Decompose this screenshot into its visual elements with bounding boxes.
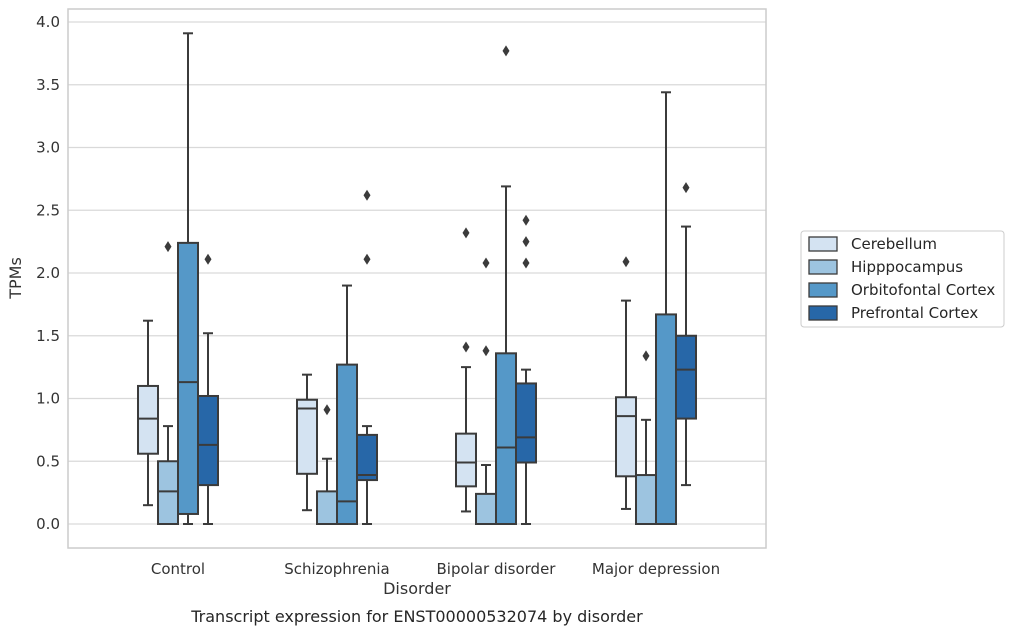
legend-swatch	[808, 236, 838, 252]
y-tick-label: 3.0	[36, 139, 60, 157]
legend: Cerebellum Hipppocampus Orbitofontal Corte…	[800, 230, 1005, 328]
y-tick-label: 4.0	[36, 13, 60, 31]
y-tick-label: 0.5	[36, 452, 60, 470]
box-prefrontal-cortex	[356, 189, 378, 525]
y-tick-label: 2.5	[36, 201, 60, 219]
box-prefrontal-cortex	[197, 253, 219, 525]
legend-swatch	[808, 259, 838, 275]
iqr-box	[137, 384, 159, 455]
box-orbitofontal-cortex	[495, 45, 517, 525]
y-axis-label: TPMs	[6, 257, 25, 300]
figure-caption: Transcript expression for ENST0000053207…	[190, 607, 643, 626]
box-orbitofontal-cortex	[177, 32, 199, 525]
iqr-box	[296, 398, 318, 475]
iqr-box	[655, 313, 677, 526]
iqr-box	[635, 474, 657, 525]
iqr-box	[495, 352, 517, 525]
box-hipppocampus	[157, 241, 179, 525]
legend-label: Cerebellum	[851, 235, 937, 253]
iqr-box	[515, 382, 537, 464]
outlier-point	[682, 182, 690, 194]
outlier-point	[522, 214, 530, 226]
outlier-point	[363, 189, 371, 201]
legend-label: Hipppocampus	[851, 258, 963, 276]
legend-swatch	[808, 282, 838, 298]
iqr-box	[455, 432, 477, 488]
box-cerebellum	[137, 319, 159, 507]
x-tick-label: Control	[151, 560, 205, 578]
y-tick-label: 1.5	[36, 327, 60, 345]
outlier-point	[164, 241, 172, 253]
x-tick-label: Major depression	[592, 560, 720, 578]
outlier-point	[462, 341, 470, 353]
outlier-point	[363, 253, 371, 265]
box-hipppocampus	[316, 404, 338, 525]
iqr-box	[475, 492, 497, 526]
box-orbitofontal-cortex	[655, 91, 677, 526]
legend-frame	[800, 230, 1005, 328]
x-tick-label: Bipolar disorder	[437, 560, 557, 578]
boxes	[137, 32, 697, 526]
box-orbitofontal-cortex	[336, 284, 358, 525]
box-cerebellum	[296, 373, 318, 512]
box-cerebellum	[455, 227, 477, 513]
iqr-box	[615, 396, 637, 478]
outlier-point	[642, 350, 650, 362]
outlier-point	[502, 45, 510, 57]
outlier-point	[482, 345, 490, 357]
x-axis-label: Disorder	[383, 579, 451, 598]
y-tick-label: 3.5	[36, 76, 60, 94]
box-hipppocampus	[475, 257, 497, 526]
outlier-point	[482, 257, 490, 269]
x-tick-label: Schizophrenia	[284, 560, 389, 578]
iqr-box	[197, 394, 219, 487]
iqr-box	[157, 460, 179, 525]
box-cerebellum	[615, 256, 637, 510]
iqr-box	[356, 433, 378, 482]
outlier-point	[522, 236, 530, 248]
legend-label: Orbitofontal Cortex	[851, 281, 995, 299]
y-tick-label: 2.0	[36, 264, 60, 282]
iqr-box	[177, 241, 199, 515]
outlier-point	[522, 257, 530, 269]
outlier-point	[323, 404, 331, 416]
y-tick-label: 1.0	[36, 390, 60, 408]
box-prefrontal-cortex	[675, 182, 697, 487]
y-tick-label: 0.0	[36, 515, 60, 533]
y-tick-labels: 0.0 0.5 1.0 1.5 2.0 2.5 3.0 3.5 4.0	[36, 13, 60, 533]
plot-frame	[67, 8, 767, 549]
iqr-box	[316, 490, 338, 525]
iqr-box	[675, 334, 697, 420]
outlier-point	[462, 227, 470, 239]
outlier-point	[204, 253, 212, 265]
x-tick-labels: Control Schizophrenia Bipolar disorder Majo…	[151, 560, 720, 578]
box-hipppocampus	[635, 350, 657, 525]
outlier-point	[622, 256, 630, 268]
iqr-box	[336, 363, 358, 525]
box-prefrontal-cortex	[515, 214, 537, 525]
legend-label: Prefrontal Cortex	[851, 304, 978, 322]
legend-swatch	[808, 305, 838, 321]
